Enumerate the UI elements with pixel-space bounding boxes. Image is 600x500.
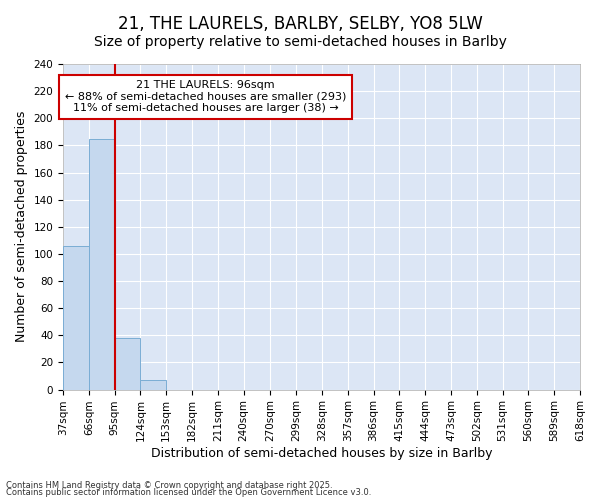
Y-axis label: Number of semi-detached properties: Number of semi-detached properties (15, 111, 28, 342)
Bar (63, 246, 89, 390)
Text: 21, THE LAURELS, BARLBY, SELBY, YO8 5LW: 21, THE LAURELS, BARLBY, SELBY, YO8 5LW (118, 15, 482, 33)
Bar (89, 138, 115, 390)
Text: 21 THE LAURELS: 96sqm
← 88% of semi-detached houses are smaller (293)
11% of sem: 21 THE LAURELS: 96sqm ← 88% of semi-deta… (65, 80, 346, 114)
Text: Contains HM Land Registry data © Crown copyright and database right 2025.: Contains HM Land Registry data © Crown c… (6, 480, 332, 490)
Bar (115, 338, 140, 390)
Bar (140, 380, 166, 390)
Text: Size of property relative to semi-detached houses in Barlby: Size of property relative to semi-detach… (94, 35, 506, 49)
X-axis label: Distribution of semi-detached houses by size in Barlby: Distribution of semi-detached houses by … (151, 447, 492, 460)
Text: Contains public sector information licensed under the Open Government Licence v3: Contains public sector information licen… (6, 488, 371, 497)
